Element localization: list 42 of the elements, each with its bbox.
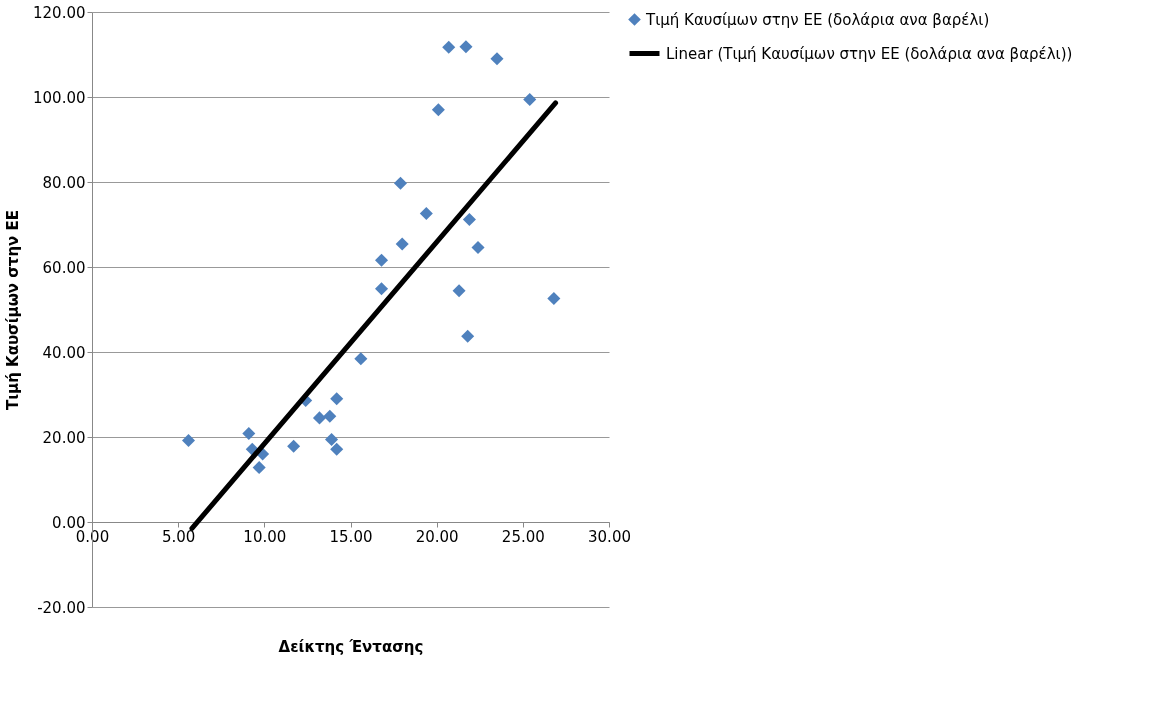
point bbox=[242, 427, 256, 441]
point bbox=[471, 240, 485, 254]
point bbox=[461, 329, 475, 343]
y-tick-label: 20.00 bbox=[42, 428, 86, 447]
point bbox=[547, 291, 561, 305]
y-tick-label: 120.00 bbox=[33, 3, 86, 22]
y-tick-label: 60.00 bbox=[42, 258, 86, 277]
x-tick-label: 10.00 bbox=[243, 527, 287, 546]
point bbox=[431, 103, 445, 117]
point bbox=[375, 253, 389, 267]
legend-label: Linear (Τιμή Καυσίμων στην ΕΕ (δολάρια ανα βαρέλι)) bbox=[666, 44, 1073, 63]
point bbox=[395, 237, 409, 251]
point bbox=[419, 206, 433, 220]
point bbox=[354, 352, 368, 366]
point bbox=[252, 461, 266, 475]
y-tick-label: -20.00 bbox=[37, 598, 86, 617]
y-axis-title: Τιμή Καυσίμων στην ΕΕ bbox=[4, 210, 23, 410]
point bbox=[323, 409, 337, 423]
point bbox=[287, 439, 301, 453]
x-tick-label: 5.00 bbox=[161, 527, 196, 546]
x-tick-label: 20.00 bbox=[415, 527, 459, 546]
point bbox=[393, 176, 407, 190]
legend-label: Τιμή Καυσίμων στην ΕΕ (δολάρια ανα βαρέλι) bbox=[645, 10, 990, 29]
y-tick-label: 100.00 bbox=[33, 88, 86, 107]
point bbox=[330, 392, 344, 406]
point bbox=[462, 212, 476, 226]
point bbox=[375, 282, 389, 296]
point bbox=[452, 284, 466, 298]
point bbox=[442, 40, 456, 54]
x-axis-title: Δείκτης Έντασης bbox=[278, 637, 424, 656]
y-tick-label: 80.00 bbox=[42, 173, 86, 192]
x-tick-label: 25.00 bbox=[501, 527, 545, 546]
x-tick-label: 30.00 bbox=[588, 527, 631, 546]
y-tick-label: 40.00 bbox=[42, 343, 86, 362]
point bbox=[330, 442, 344, 456]
point bbox=[312, 411, 326, 425]
x-tick-label: 15.00 bbox=[329, 527, 373, 546]
point bbox=[459, 40, 473, 54]
point bbox=[181, 433, 196, 447]
point bbox=[490, 52, 504, 66]
point bbox=[325, 433, 339, 447]
point bbox=[523, 93, 537, 107]
